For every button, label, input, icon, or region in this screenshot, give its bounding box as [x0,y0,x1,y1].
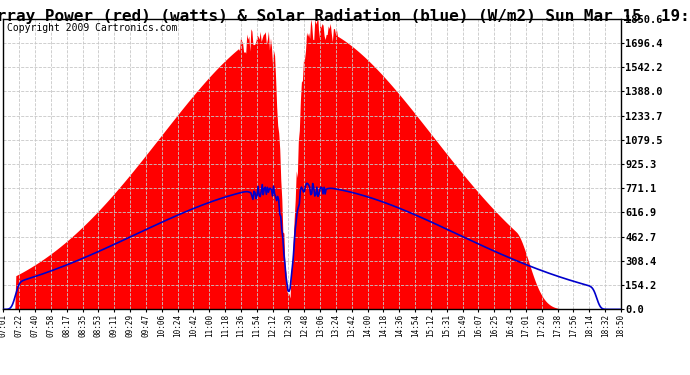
Text: East Array Power (red) (watts) & Solar Radiation (blue) (W/m2) Sun Mar 15  19:00: East Array Power (red) (watts) & Solar R… [0,8,690,24]
Text: Copyright 2009 Cartronics.com: Copyright 2009 Cartronics.com [6,23,177,33]
